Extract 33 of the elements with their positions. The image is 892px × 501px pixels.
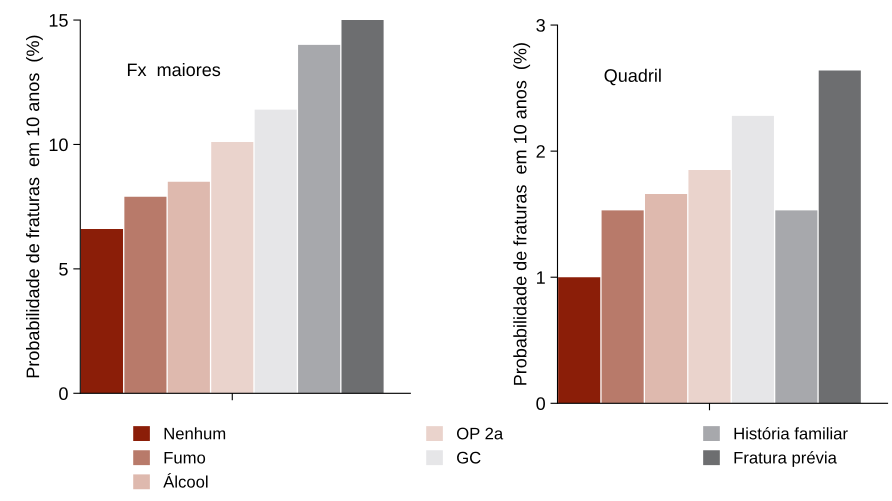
- bar: [602, 210, 644, 404]
- bar: [775, 210, 818, 404]
- y-tick-label: 0: [536, 397, 545, 410]
- bar: [124, 196, 166, 394]
- bar: [80, 229, 124, 394]
- bar: [558, 277, 600, 404]
- bar: [168, 182, 210, 394]
- bar: [818, 70, 861, 404]
- y-axis-title: Probabilidade de fraturas em 10 anos (%): [513, 43, 530, 385]
- y-tick-label: 3: [536, 18, 545, 32]
- y-tick-label: 2: [536, 145, 545, 158]
- legend-label: Fratura prévia: [734, 451, 837, 467]
- bar: [254, 110, 297, 394]
- legend-label: Álcool: [163, 473, 208, 488]
- bar: [211, 142, 254, 394]
- bar: [645, 194, 688, 404]
- y-tick-label: 15: [50, 14, 68, 27]
- bar: [341, 20, 384, 394]
- y-tick-label: 1: [537, 271, 545, 284]
- y-tick-label: 0: [59, 387, 68, 400]
- legend-label: Fumo: [164, 452, 206, 464]
- bar: [732, 116, 774, 404]
- text: Fx maiores: [128, 62, 220, 76]
- legend-label: Nenhum: [164, 427, 226, 440]
- text: Quadril: [604, 68, 661, 86]
- legend-label: OP 2a: [456, 428, 504, 440]
- y-tick-label: 10: [50, 138, 68, 152]
- y-tick-label: 5: [59, 262, 68, 276]
- y-axis-title: Probabilidade de fraturas em 10 anos (%): [26, 36, 43, 378]
- bar: [298, 44, 340, 394]
- bar: [688, 170, 731, 404]
- legend-label: História familiar: [734, 427, 848, 440]
- legend-label: GC: [457, 452, 481, 464]
